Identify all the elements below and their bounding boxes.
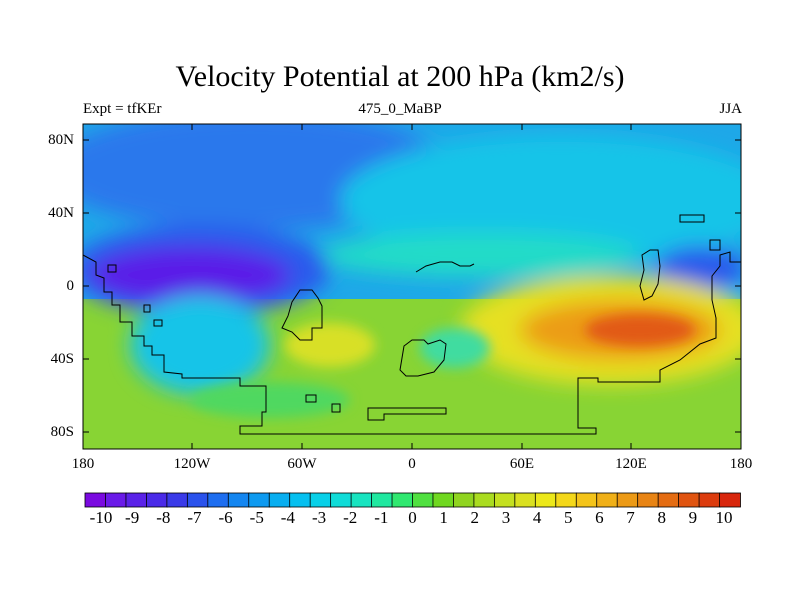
colorbar-label: 3 bbox=[501, 508, 511, 527]
south-green-band bbox=[190, 382, 350, 418]
colorbar-swatch bbox=[657, 492, 680, 508]
colorbar-label: -4 bbox=[280, 508, 295, 527]
south-atlantic-yellow bbox=[285, 323, 375, 367]
africa-teal-region bbox=[420, 328, 490, 368]
coastlines bbox=[83, 214, 741, 435]
coastline-main bbox=[83, 251, 741, 435]
y-tick-label: 80N bbox=[48, 132, 74, 148]
colorbar-label: 7 bbox=[626, 508, 635, 527]
tick-marks bbox=[83, 124, 741, 449]
coastline-eurasia bbox=[415, 261, 475, 273]
colorbar-swatch bbox=[596, 492, 619, 508]
x-tick-label: 0 bbox=[408, 456, 416, 472]
colorbar-label: 6 bbox=[595, 508, 604, 527]
colorbar-swatch bbox=[514, 492, 537, 508]
equatorial-teal-band bbox=[320, 233, 640, 277]
colorbar-swatch bbox=[575, 492, 598, 508]
colorbar-swatch bbox=[186, 492, 209, 508]
colorbar-label: 9 bbox=[688, 508, 698, 527]
x-tick-label: 180 bbox=[71, 456, 95, 472]
colorbar-label: 1 bbox=[439, 508, 448, 527]
x-tick-label: 120E bbox=[615, 456, 647, 472]
x-tick-label: 60E bbox=[509, 456, 535, 472]
coastline-island-north bbox=[679, 214, 705, 223]
colorbar-label: 4 bbox=[532, 508, 542, 527]
colorbar-label: -6 bbox=[218, 508, 233, 527]
experiment-label: Expt = tfKEr bbox=[83, 101, 162, 117]
coastline-africa bbox=[399, 339, 447, 377]
colorbar-label: -8 bbox=[156, 508, 171, 527]
season-label: JJA bbox=[719, 101, 742, 117]
colorbar-label: -10 bbox=[89, 508, 113, 527]
colorbar-label: -7 bbox=[187, 508, 202, 527]
x-tick-label: 60W bbox=[287, 456, 317, 472]
colorbar-swatch bbox=[371, 492, 393, 508]
colorbar-swatch bbox=[248, 492, 271, 508]
colorbar-swatch bbox=[412, 492, 434, 508]
colorbar-swatch bbox=[719, 492, 741, 508]
coastline-island-s1 bbox=[305, 394, 317, 403]
colorbar-swatch bbox=[432, 492, 455, 508]
colorbar-swatch bbox=[125, 492, 148, 508]
coastline-island-w2 bbox=[143, 304, 151, 313]
south-pacific-cyan bbox=[130, 295, 270, 395]
colorbar-swatch bbox=[637, 492, 660, 508]
pacific-purple-core bbox=[90, 247, 290, 303]
colorbar-label: 2 bbox=[470, 508, 480, 527]
colorbar-swatch bbox=[350, 492, 373, 508]
colorbar-swatch bbox=[289, 492, 312, 508]
colorbar-swatch bbox=[105, 492, 127, 508]
period-label: 475_0_MaBP bbox=[358, 101, 442, 117]
contour-field bbox=[83, 124, 741, 449]
colorbar-label: 8 bbox=[657, 508, 666, 527]
colorbar-label: -5 bbox=[249, 508, 264, 527]
colorbar-label: 10 bbox=[715, 508, 733, 527]
map-title: Velocity Potential at 200 hPa (km2/s) bbox=[175, 60, 625, 93]
colorbar-swatch bbox=[84, 492, 107, 508]
coastline-island-s2 bbox=[331, 403, 341, 413]
colorbar-swatch bbox=[309, 492, 332, 508]
colorbar-label: -2 bbox=[343, 508, 358, 527]
y-tick-label: 0 bbox=[66, 278, 75, 294]
colorbar-swatch bbox=[616, 492, 639, 508]
x-tick-label: 180 bbox=[729, 456, 753, 472]
y-tick-label: 40N bbox=[48, 205, 74, 221]
maximum-red-core bbox=[585, 314, 695, 346]
colorbar-label: -9 bbox=[125, 508, 140, 527]
colorbar-label: 0 bbox=[408, 508, 417, 527]
y-tick-label: 80S bbox=[50, 424, 74, 440]
colorbar-swatch bbox=[146, 492, 168, 508]
colorbar-swatch bbox=[698, 492, 721, 508]
colorbar-label: 5 bbox=[564, 508, 573, 527]
coastline-antarctic-fragment bbox=[367, 407, 447, 421]
colorbar-swatch bbox=[207, 492, 230, 508]
colorbar-swatch bbox=[453, 492, 475, 508]
colorbar bbox=[84, 492, 741, 508]
colorbar-swatch bbox=[166, 492, 189, 508]
colorbar-swatch bbox=[227, 492, 250, 508]
colorbar-label: -1 bbox=[374, 508, 389, 527]
coastline-south-america bbox=[281, 289, 323, 341]
north-cyan-region bbox=[340, 135, 741, 265]
coastline-asia-east bbox=[639, 249, 661, 301]
colorbar-swatch bbox=[268, 492, 291, 508]
coastline-island-w3 bbox=[153, 319, 163, 327]
colorbar-swatch bbox=[555, 492, 578, 508]
y-tick-label: 40S bbox=[50, 351, 74, 367]
colorbar-swatch bbox=[493, 492, 516, 508]
colorbar-swatch bbox=[391, 492, 414, 508]
colorbar-swatch bbox=[473, 492, 496, 508]
coastline-island-ne bbox=[709, 239, 721, 251]
colorbar-label: -3 bbox=[311, 508, 327, 527]
coastline-island-w bbox=[107, 264, 117, 273]
colorbar-swatch bbox=[534, 492, 557, 508]
colorbar-swatch bbox=[678, 492, 700, 508]
x-tick-label: 120W bbox=[173, 456, 211, 472]
colorbar-swatch bbox=[330, 492, 353, 508]
